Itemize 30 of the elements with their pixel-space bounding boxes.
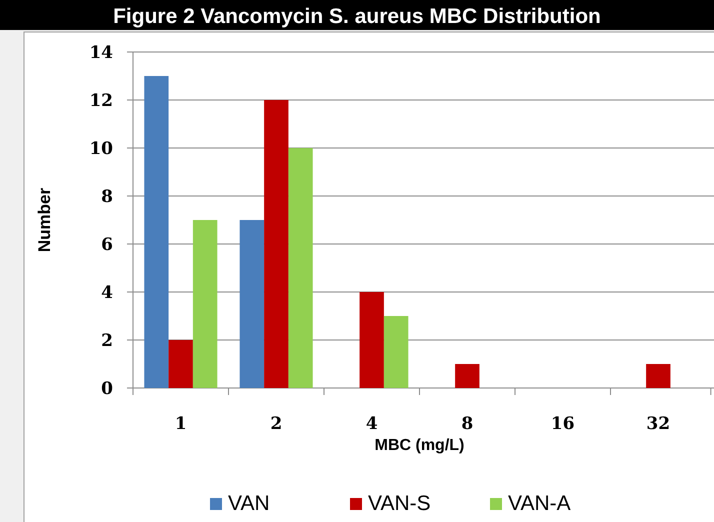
bar bbox=[646, 364, 670, 388]
bar bbox=[240, 220, 264, 388]
legend-label: VAN-A bbox=[508, 492, 571, 515]
y-tick-label: 10 bbox=[89, 138, 114, 159]
x-tick-label: 8 bbox=[461, 414, 474, 434]
y-tick-label: 0 bbox=[101, 378, 114, 399]
bar bbox=[455, 364, 480, 388]
x-axis-title: MBC (mg/L) bbox=[374, 437, 464, 454]
chart-title: Figure 2 Vancomycin S. aureus MBC Distribution bbox=[113, 5, 601, 28]
bar bbox=[384, 316, 408, 388]
y-tick-label: 12 bbox=[89, 90, 113, 111]
bar bbox=[264, 100, 288, 388]
x-tick-label: 2 bbox=[270, 414, 282, 434]
legend-label: VAN bbox=[228, 492, 270, 515]
bar bbox=[288, 148, 313, 388]
y-tick-label: 6 bbox=[101, 234, 113, 255]
y-tick-label: 2 bbox=[101, 330, 113, 351]
x-tick-label: 4 bbox=[366, 414, 378, 434]
bar bbox=[192, 220, 218, 388]
bar bbox=[144, 76, 169, 388]
y-tick-label: 8 bbox=[101, 186, 113, 207]
bar bbox=[360, 292, 384, 388]
y-tick-label: 14 bbox=[89, 42, 114, 63]
x-tick-label: 1 bbox=[174, 414, 187, 434]
x-tick-label: 16 bbox=[550, 414, 575, 434]
bar bbox=[168, 340, 193, 388]
y-axis-title: Number bbox=[35, 188, 54, 252]
legend-label: VAN-S bbox=[368, 492, 431, 515]
y-tick-label: 4 bbox=[101, 282, 114, 303]
x-tick-label: 32 bbox=[646, 414, 670, 434]
